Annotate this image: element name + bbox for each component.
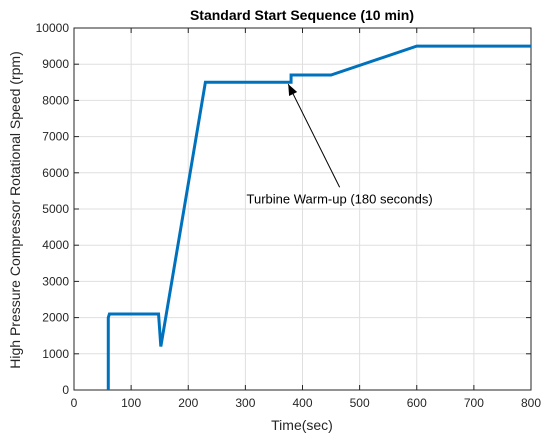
x-tick-label: 0 [71, 396, 78, 410]
grid-lines [73, 27, 532, 391]
x-tick-label: 800 [521, 396, 541, 410]
series-line-0 [106, 44, 531, 390]
y-tick-label: 4000 [42, 238, 69, 252]
y-tick-label: 7000 [42, 130, 69, 144]
y-tick-label: 1000 [42, 347, 69, 361]
series-layer [106, 44, 531, 390]
y-tick-label: 2000 [42, 311, 69, 325]
y-tick-label: 8000 [42, 93, 69, 107]
y-tick-label: 3000 [42, 274, 69, 288]
y-tick-label: 10000 [36, 21, 70, 35]
annotation-arrow-shaft [287, 83, 341, 188]
y-tick-label: 9000 [42, 57, 69, 71]
x-tick-label: 300 [235, 396, 255, 410]
x-axis-title: Time(sec) [271, 417, 333, 433]
chart-title: Standard Start Sequence (10 min) [190, 7, 414, 23]
x-tick-label: 100 [121, 396, 141, 410]
x-tick-label: 500 [350, 396, 370, 410]
x-tick-label: 700 [464, 396, 484, 410]
x-tick-label: 400 [292, 396, 312, 410]
x-tick-label: 600 [407, 396, 427, 410]
x-tick-label: 200 [178, 396, 198, 410]
annotation-arrow-head [288, 84, 298, 96]
tick-labels: 0 100 200 300 400 500 600 700 800010002000300040… [36, 21, 542, 410]
annotation-layer: Turbine Warm-up (180 seconds) [247, 83, 433, 206]
annotation-label: Turbine Warm-up (180 seconds) [247, 191, 433, 206]
axes [73, 27, 532, 391]
y-tick-label: 6000 [42, 166, 69, 180]
y-tick-label: 5000 [42, 202, 69, 216]
y-tick-label: 0 [62, 383, 69, 397]
y-axis-title: High Pressure Compressor Rotational Spee… [7, 51, 23, 368]
